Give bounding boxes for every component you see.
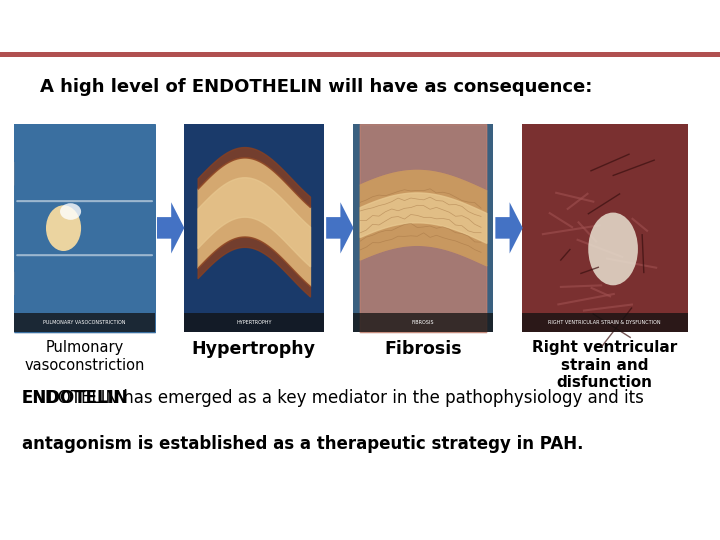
Polygon shape xyxy=(495,202,523,254)
Text: HYPERTROPHY: HYPERTROPHY xyxy=(236,320,271,325)
Bar xyxy=(14,161,155,186)
Bar xyxy=(353,124,493,332)
Bar xyxy=(522,313,688,332)
Text: antagonism is established as a therapeutic strategy in PAH.: antagonism is established as a therapeut… xyxy=(22,435,583,453)
Bar xyxy=(14,313,155,332)
Bar xyxy=(14,269,155,295)
Bar xyxy=(353,124,493,332)
Text: Hypertrophy: Hypertrophy xyxy=(192,340,316,358)
Polygon shape xyxy=(326,202,354,254)
Ellipse shape xyxy=(46,205,81,251)
Text: PULMONARY VASOCONSTRICTION: PULMONARY VASOCONSTRICTION xyxy=(43,320,126,325)
Ellipse shape xyxy=(588,213,638,285)
Bar xyxy=(184,124,324,332)
Bar xyxy=(184,313,324,332)
Text: Fibrosis: Fibrosis xyxy=(384,340,462,358)
Polygon shape xyxy=(157,202,184,254)
Text: ENDOTELIN has emerged as a key mediator in the pathophysiology and its: ENDOTELIN has emerged as a key mediator … xyxy=(22,389,644,407)
Bar xyxy=(14,295,155,332)
Bar xyxy=(184,124,324,332)
Bar xyxy=(14,124,155,332)
Bar xyxy=(522,124,688,332)
Text: A high level of ENDOTHELIN will have as consequence:: A high level of ENDOTHELIN will have as … xyxy=(40,78,592,96)
Text: ENDOTELIN: ENDOTELIN xyxy=(22,389,128,407)
Bar xyxy=(353,313,493,332)
Text: RIGHT VENTRICULAR STRAIN & DYSFUNCTION: RIGHT VENTRICULAR STRAIN & DYSFUNCTION xyxy=(549,320,661,325)
Bar xyxy=(14,124,155,161)
Bar xyxy=(14,186,155,270)
Text: FIBROSIS: FIBROSIS xyxy=(412,320,434,325)
Bar xyxy=(522,124,688,332)
Ellipse shape xyxy=(60,203,81,220)
Text: Pulmonary
vasoconstriction: Pulmonary vasoconstriction xyxy=(24,340,145,373)
Bar xyxy=(0,52,720,57)
Text: Right ventricular
strain and
disfunction: Right ventricular strain and disfunction xyxy=(532,340,678,390)
